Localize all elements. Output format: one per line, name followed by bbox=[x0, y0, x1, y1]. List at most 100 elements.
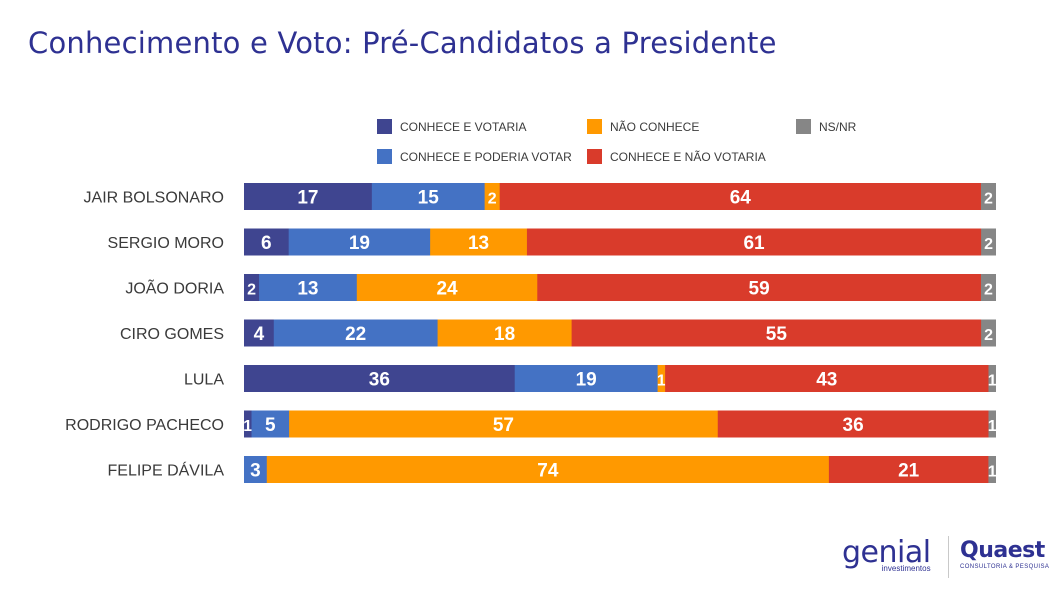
data-label-jair-bolsonaro-nao-conhece: 2 bbox=[488, 191, 497, 208]
bar-segment-ciro-gomes-nao-conhece bbox=[437, 319, 573, 347]
category-label-rodrigo-pacheco: RODRIGO PACHECO bbox=[65, 417, 224, 434]
bar-segment-rodrigo-pacheco-ns-nr bbox=[988, 410, 996, 438]
data-label-joao-doria-nao-conhece: 24 bbox=[436, 279, 458, 300]
data-label-felipe-davila-ns-nr: 1 bbox=[988, 464, 997, 481]
quaest-logo-subtext: CONSULTORIA & PESQUISA bbox=[960, 564, 1050, 570]
data-label-sergio-moro-conhece-e-nao-votaria: 61 bbox=[743, 233, 765, 254]
bar-segment-ciro-gomes-conhece-e-poderia-votar bbox=[273, 319, 439, 347]
bar-segment-felipe-davila-nao-conhece bbox=[266, 456, 830, 483]
legend-swatch bbox=[796, 119, 811, 134]
bar-segment-joao-doria-nao-conhece bbox=[356, 274, 538, 301]
data-label-rodrigo-pacheco-conhece-e-poderia-votar: 5 bbox=[265, 415, 276, 436]
legend-item-nsnr: NS/NR bbox=[796, 119, 856, 134]
category-label-joao-doria: JOÃO DORIA bbox=[125, 278, 224, 298]
data-label-jair-bolsonaro-ns-nr: 2 bbox=[984, 191, 993, 208]
data-label-ciro-gomes-ns-nr: 2 bbox=[984, 327, 993, 344]
bar-segment-felipe-davila-conhece-e-nao-votaria bbox=[828, 456, 989, 483]
data-label-felipe-davila-conhece-e-poderia-votar: 3 bbox=[250, 461, 261, 482]
bar-segment-lula-ns-nr bbox=[988, 365, 996, 392]
data-label-felipe-davila-nao-conhece: 74 bbox=[537, 461, 559, 482]
data-label-jair-bolsonaro-conhece-e-nao-votaria: 64 bbox=[730, 188, 752, 209]
bar-segment-lula-nao-conhece bbox=[657, 365, 666, 392]
data-label-joao-doria-conhece-e-votaria: 2 bbox=[247, 282, 256, 299]
data-label-lula-conhece-e-votaria: 36 bbox=[369, 370, 390, 391]
data-label-rodrigo-pacheco-conhece-e-nao-votaria: 36 bbox=[843, 415, 864, 436]
bar-segment-sergio-moro-conhece-e-nao-votaria bbox=[526, 228, 982, 256]
legend-swatch bbox=[377, 149, 392, 164]
bar-segment-felipe-davila-ns-nr bbox=[988, 456, 996, 483]
bar-segment-joao-doria-conhece-e-poderia-votar bbox=[259, 274, 358, 301]
data-label-ciro-gomes-conhece-e-poderia-votar: 22 bbox=[345, 324, 366, 345]
data-label-lula-conhece-e-nao-votaria: 43 bbox=[816, 370, 837, 391]
data-label-rodrigo-pacheco-conhece-e-votaria: 1 bbox=[243, 418, 252, 435]
bar-segment-joao-doria-ns-nr bbox=[980, 274, 996, 301]
bar-segment-lula-conhece-e-nao-votaria bbox=[665, 365, 989, 392]
data-label-joao-doria-conhece-e-nao-votaria: 59 bbox=[749, 279, 770, 300]
chart-legend: CONHECE E VOTARIA NÃO CONHECE NS/NR CONH… bbox=[0, 0, 1058, 180]
data-label-rodrigo-pacheco-nao-conhece: 57 bbox=[493, 415, 514, 436]
quaest-logo: Quaest CONSULTORIA & PESQUISA bbox=[960, 538, 1050, 571]
data-label-jair-bolsonaro-conhece-e-votaria: 17 bbox=[297, 188, 318, 209]
data-label-ciro-gomes-conhece-e-votaria: 4 bbox=[254, 324, 265, 345]
bar-segment-rodrigo-pacheco-conhece-e-poderia-votar bbox=[251, 410, 290, 438]
bar-segment-jair-bolsonaro-conhece-e-poderia-votar bbox=[371, 183, 486, 210]
data-label-felipe-davila-conhece-e-nao-votaria: 21 bbox=[898, 461, 920, 482]
data-label-joao-doria-conhece-e-poderia-votar: 13 bbox=[297, 279, 318, 300]
legend-item-conhece-nao-votaria: CONHECE E NÃO VOTARIA bbox=[587, 149, 766, 164]
bar-segment-lula-conhece-e-poderia-votar bbox=[514, 365, 659, 392]
page-title: Conhecimento e Voto: Pré-Candidatos a Pr… bbox=[28, 26, 777, 60]
legend-item-conhece-votaria: CONHECE E VOTARIA bbox=[377, 119, 526, 134]
quaest-logo-text: Quaest bbox=[960, 538, 1045, 563]
bar-segment-felipe-davila-conhece-e-poderia-votar bbox=[244, 456, 268, 483]
bar-segment-lula-conhece-e-votaria bbox=[244, 365, 516, 392]
data-label-sergio-moro-conhece-e-votaria: 6 bbox=[261, 233, 272, 254]
data-label-ciro-gomes-conhece-e-nao-votaria: 55 bbox=[766, 324, 788, 345]
legend-swatch bbox=[587, 119, 602, 134]
legend-item-conhece-poderia-votar: CONHECE E PODERIA VOTAR bbox=[377, 149, 572, 164]
data-label-lula-nao-conhece: 1 bbox=[657, 373, 666, 390]
category-label-sergio-moro: SERGIO MORO bbox=[108, 235, 224, 252]
legend-label: NÃO CONHECE bbox=[610, 119, 700, 134]
data-label-lula-conhece-e-poderia-votar: 19 bbox=[576, 370, 597, 391]
data-label-rodrigo-pacheco-ns-nr: 1 bbox=[988, 418, 997, 435]
data-label-ciro-gomes-nao-conhece: 18 bbox=[494, 324, 515, 345]
data-label-sergio-moro-ns-nr: 2 bbox=[984, 236, 993, 253]
bar-segment-ciro-gomes-conhece-e-votaria bbox=[244, 319, 275, 347]
legend-swatch bbox=[377, 119, 392, 134]
legend-label: NS/NR bbox=[819, 119, 857, 134]
bar-segment-joao-doria-conhece-e-votaria bbox=[244, 274, 260, 301]
data-label-sergio-moro-nao-conhece: 13 bbox=[468, 233, 489, 254]
legend-label: CONHECE E PODERIA VOTAR bbox=[400, 149, 572, 164]
bar-segment-sergio-moro-conhece-e-votaria bbox=[244, 228, 290, 256]
bar-segment-rodrigo-pacheco-conhece-e-nao-votaria bbox=[717, 410, 989, 438]
bar-segment-sergio-moro-ns-nr bbox=[981, 228, 996, 256]
bar-segment-jair-bolsonaro-ns-nr bbox=[980, 183, 996, 210]
bar-segment-rodrigo-pacheco-conhece-e-votaria bbox=[244, 410, 253, 438]
data-label-lula-ns-nr: 1 bbox=[988, 373, 997, 390]
bar-segment-ciro-gomes-ns-nr bbox=[981, 319, 996, 347]
bar-segment-ciro-gomes-conhece-e-nao-votaria bbox=[571, 319, 982, 347]
logo-divider bbox=[948, 536, 949, 578]
bar-segment-jair-bolsonaro-nao-conhece bbox=[484, 183, 501, 210]
legend-label: CONHECE E VOTARIA bbox=[400, 119, 527, 134]
bar-segment-sergio-moro-conhece-e-poderia-votar bbox=[288, 228, 431, 256]
legend-swatch bbox=[587, 149, 602, 164]
data-label-jair-bolsonaro-conhece-e-poderia-votar: 15 bbox=[418, 188, 440, 209]
genial-logo: genial investimentos bbox=[842, 535, 931, 574]
legend-item-nao-conhece: NÃO CONHECE bbox=[587, 119, 699, 134]
category-label-jair-bolsonaro: JAIR BOLSONARO bbox=[84, 190, 224, 207]
category-label-ciro-gomes: CIRO GOMES bbox=[120, 326, 224, 343]
data-label-joao-doria-ns-nr: 2 bbox=[984, 282, 993, 299]
bar-segment-jair-bolsonaro-conhece-e-nao-votaria bbox=[499, 183, 982, 210]
data-label-sergio-moro-conhece-e-poderia-votar: 19 bbox=[349, 233, 370, 254]
bar-segment-sergio-moro-nao-conhece bbox=[430, 228, 528, 256]
bar-segment-joao-doria-conhece-e-nao-votaria bbox=[537, 274, 982, 301]
category-label-lula: LULA bbox=[184, 372, 224, 389]
category-label-felipe-davila: FELIPE DÁVILA bbox=[108, 461, 225, 480]
bar-segment-jair-bolsonaro-conhece-e-votaria bbox=[244, 183, 373, 210]
legend-label: CONHECE E NÃO VOTARIA bbox=[610, 149, 766, 164]
bar-segment-rodrigo-pacheco-nao-conhece bbox=[289, 410, 719, 438]
genial-logo-subtext: investimentos bbox=[881, 564, 931, 573]
genial-logo-text: genial bbox=[842, 535, 931, 570]
